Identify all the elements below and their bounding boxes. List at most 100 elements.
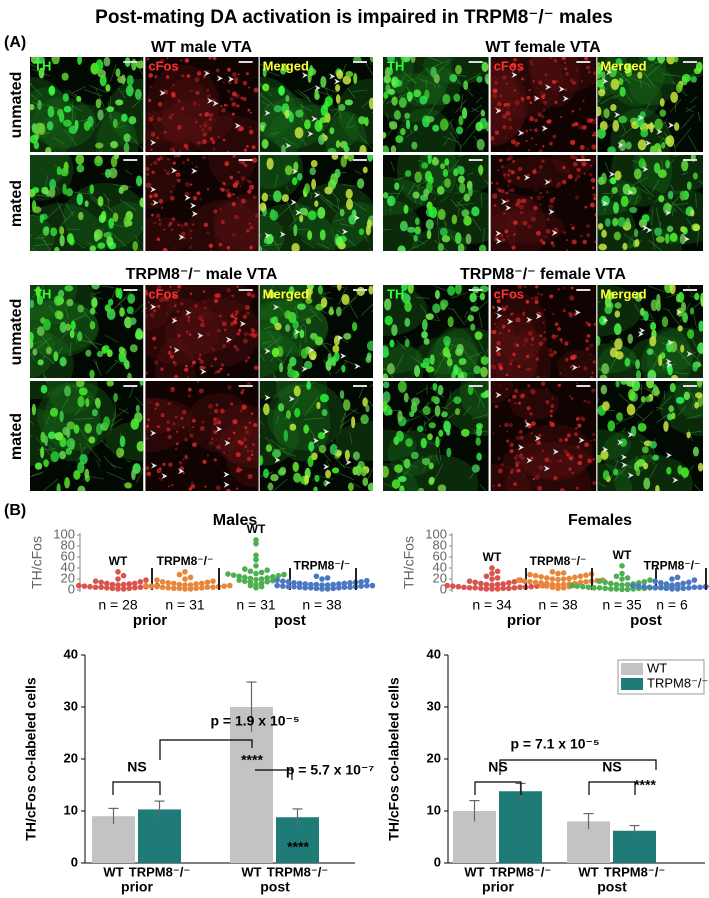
cell: [618, 116, 627, 124]
dot: [680, 586, 686, 592]
cell: [320, 117, 328, 123]
cell: [426, 313, 434, 320]
cell: [448, 316, 454, 327]
cell: [340, 209, 345, 217]
cell: [343, 333, 351, 340]
cell: [50, 451, 59, 462]
cell: [444, 178, 451, 188]
nucleus: [509, 442, 514, 447]
cell: [98, 242, 106, 249]
nucleus: [150, 313, 155, 318]
cell: [340, 390, 344, 399]
dot: [231, 572, 237, 578]
cell: [430, 354, 435, 365]
cell: [635, 359, 640, 369]
cell: [103, 416, 110, 428]
dot: [210, 578, 216, 584]
cell: [694, 68, 702, 75]
nucleus: [153, 161, 157, 165]
dot: [138, 579, 144, 585]
cell: [423, 189, 429, 197]
nucleus: [204, 301, 206, 303]
nucleus: [535, 144, 537, 146]
cell: [79, 387, 88, 395]
cell: [126, 85, 134, 97]
cell: [666, 53, 675, 64]
nucleus: [202, 139, 207, 144]
nucleus: [214, 431, 217, 434]
nucleus: [207, 455, 209, 457]
dot: [325, 575, 331, 581]
cell: [425, 116, 434, 123]
cell: [435, 405, 441, 417]
nucleus: [232, 154, 236, 158]
nucleus: [539, 171, 541, 173]
dot: [489, 565, 495, 571]
cell: [356, 465, 362, 476]
nucleus: [235, 347, 239, 351]
cell: [649, 441, 657, 449]
cell: [397, 410, 402, 421]
nucleus: [590, 376, 593, 379]
nucleus: [552, 313, 554, 315]
dot: [319, 582, 325, 588]
nucleus: [586, 148, 589, 151]
cell: [399, 97, 407, 108]
dot: [115, 582, 121, 588]
dot: [614, 573, 620, 579]
cell: [63, 120, 72, 127]
cell: [598, 223, 603, 230]
dot: [495, 569, 501, 575]
cell: [285, 324, 290, 332]
dot: [574, 583, 580, 589]
nucleus: [531, 421, 536, 426]
annotation: p = 5.7 x 10⁻⁷: [286, 762, 374, 778]
nucleus: [593, 71, 597, 75]
cell: [616, 412, 623, 421]
category-label: prior: [507, 612, 541, 629]
cell: [67, 438, 76, 449]
nucleus: [232, 233, 235, 236]
cell: [646, 377, 654, 388]
cell: [321, 104, 328, 116]
dot: [489, 576, 495, 582]
nucleus: [242, 405, 247, 410]
nucleus: [511, 469, 514, 472]
dot: [132, 581, 138, 587]
nucleus: [150, 164, 152, 166]
nucleus: [204, 306, 207, 309]
nucleus: [584, 367, 588, 371]
cell: [332, 467, 339, 473]
cell: [66, 299, 73, 306]
cell: [91, 281, 100, 289]
cell: [128, 116, 136, 124]
dot: [544, 581, 550, 587]
nucleus: [543, 94, 546, 97]
cell: [308, 72, 312, 83]
nucleus: [591, 389, 595, 393]
cell: [115, 99, 123, 105]
cell: [614, 338, 622, 349]
cell: [405, 170, 411, 177]
row-label: unmated: [8, 72, 25, 139]
cell: [295, 127, 304, 138]
y-tick-label: 30: [64, 698, 78, 713]
nucleus: [251, 294, 255, 298]
nucleus: [214, 299, 218, 303]
nucleus: [508, 329, 511, 332]
nucleus: [498, 365, 501, 368]
cell: [471, 206, 479, 216]
cell: [600, 375, 608, 381]
nucleus: [582, 125, 587, 130]
nucleus: [552, 245, 555, 248]
nucleus: [587, 401, 591, 405]
cell: [602, 401, 610, 411]
nucleus: [583, 100, 585, 102]
dot: [149, 583, 155, 589]
annotation: ****: [241, 752, 263, 768]
cell: [676, 83, 683, 93]
cell: [611, 79, 620, 90]
cell: [28, 332, 34, 342]
dot: [199, 581, 205, 587]
y-axis-label: TH/cFos: [401, 536, 417, 589]
